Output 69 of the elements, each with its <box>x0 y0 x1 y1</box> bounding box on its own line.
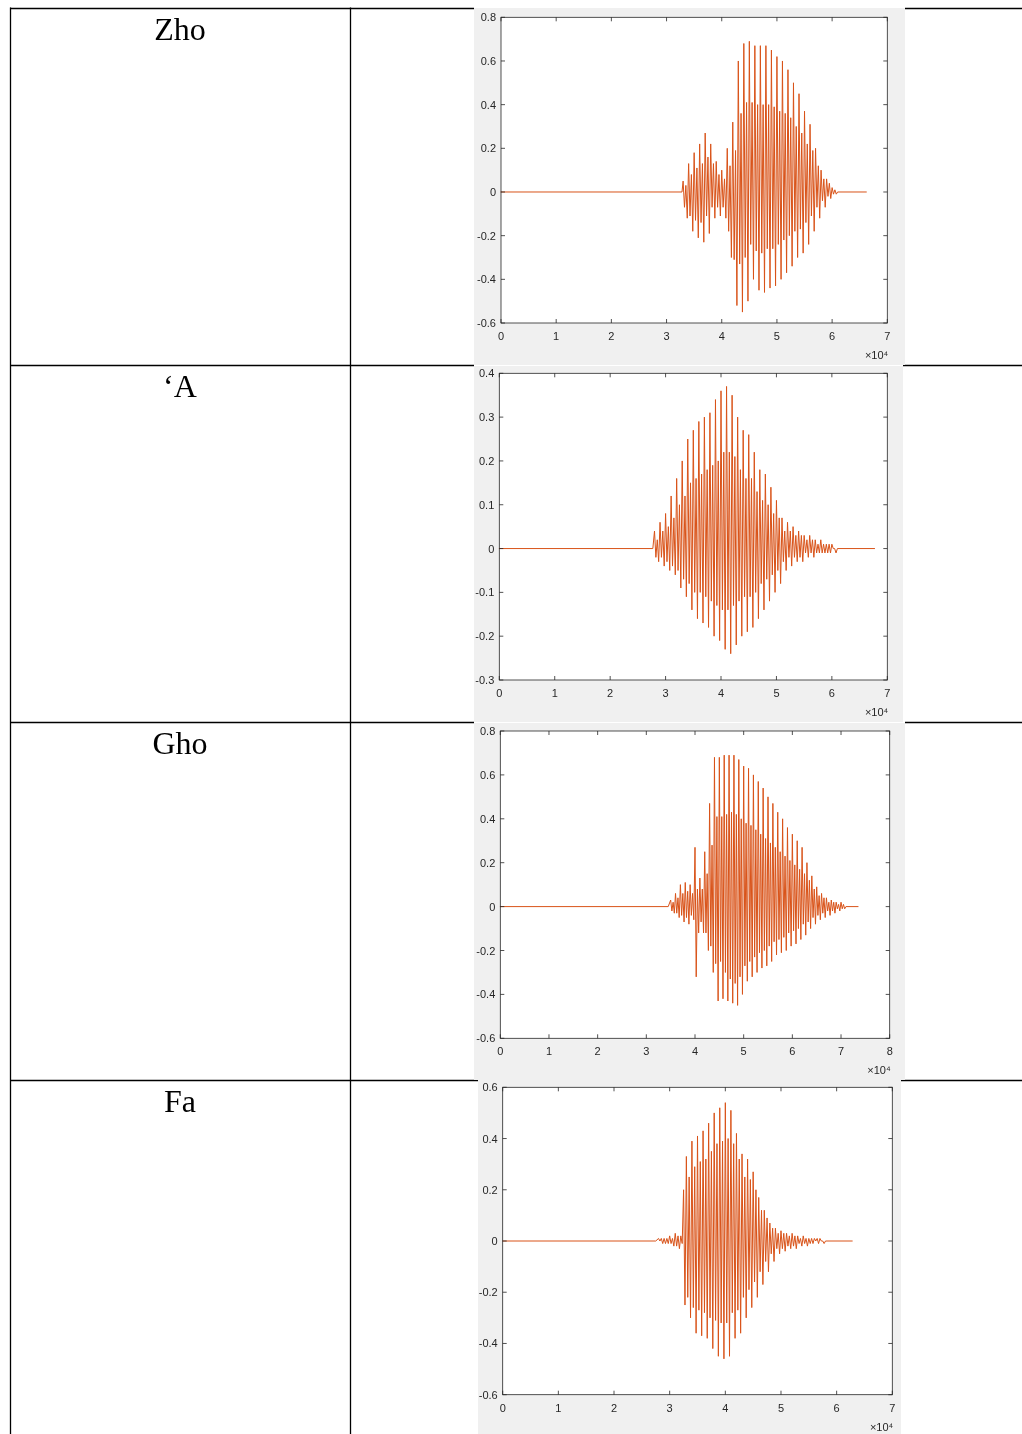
y-tick-label: -0.4 <box>477 273 496 286</box>
text: ×10⁴ <box>867 1064 891 1077</box>
x-tick-label: 4 <box>718 330 725 342</box>
y-tick-label: -0.1 <box>475 586 495 599</box>
x-tick-label: 1 <box>551 687 558 699</box>
y-tick-label: -0.6 <box>476 1032 496 1045</box>
text: ‘A <box>163 367 197 404</box>
y-tick-label: -0.2 <box>476 944 496 957</box>
x-tick-label: 5 <box>777 1401 785 1414</box>
x-tick-label: 2 <box>608 330 615 342</box>
x-tick-label: 7 <box>889 1401 896 1414</box>
x-tick-label: 5 <box>773 330 780 342</box>
x-tick-label: 6 <box>829 330 836 342</box>
y-tick-label: 0 <box>488 542 495 555</box>
x-tick-label: 6 <box>828 687 835 699</box>
x-tick-label: 4 <box>717 687 725 699</box>
y-tick-label: 0.2 <box>480 856 496 869</box>
y-tick-label: -0.4 <box>478 1337 498 1350</box>
text: Gho <box>152 724 208 761</box>
x-tick-label: 7 <box>884 330 891 342</box>
x-tick-label: 1 <box>545 1045 553 1058</box>
y-tick-label: 0.2 <box>480 142 496 155</box>
y-tick-label: 0.8 <box>480 725 496 737</box>
y-tick-label: 0 <box>491 1235 498 1247</box>
x-tick-label: 7 <box>837 1045 845 1058</box>
y-tick-label: 0.6 <box>480 54 496 67</box>
text: Zho <box>154 10 206 47</box>
x-tick-label: 5 <box>740 1045 747 1058</box>
x-tick-label: 8 <box>886 1045 893 1058</box>
y-tick-label: 0.6 <box>480 768 496 781</box>
y-tick-label: 0 <box>489 185 496 198</box>
x-tick-label: 1 <box>555 1401 562 1414</box>
y-tick-label: -0.3 <box>475 674 495 686</box>
y-tick-label: -0.2 <box>477 229 496 242</box>
x-tick-label: 2 <box>594 1045 601 1058</box>
y-tick-label: 0.4 <box>480 98 496 111</box>
y-tick-label: 0.4 <box>482 1132 498 1145</box>
y-tick-label: 0.6 <box>482 1081 498 1094</box>
x-tick-label: 0 <box>499 1401 506 1414</box>
x-tick-label: 6 <box>833 1401 840 1414</box>
text: ×10⁴ <box>869 1420 894 1433</box>
x-tick-label: 4 <box>722 1401 729 1414</box>
y-tick-label: 0 <box>489 900 496 913</box>
x-tick-label: 2 <box>610 1401 618 1414</box>
text: ×10⁴ <box>864 706 889 718</box>
x-tick-label: 3 <box>643 1045 650 1058</box>
y-tick-label: 0.1 <box>479 498 495 511</box>
y-tick-label: 0.2 <box>479 454 495 467</box>
y-tick-label: 0.4 <box>480 812 496 825</box>
y-tick-label: -0.6 <box>477 317 496 329</box>
x-tick-label: 3 <box>663 330 670 342</box>
y-tick-label: -0.6 <box>478 1388 498 1401</box>
text: ×10⁴ <box>864 349 889 361</box>
x-tick-label: 6 <box>789 1045 796 1058</box>
y-tick-label: -0.2 <box>478 1286 498 1299</box>
y-tick-label: 0.3 <box>479 411 495 424</box>
x-tick-label: 1 <box>553 330 560 342</box>
text: Fa <box>164 1082 196 1119</box>
x-tick-label: 3 <box>666 1401 673 1414</box>
y-tick-label: -0.4 <box>476 988 496 1001</box>
x-tick-label: 4 <box>691 1045 699 1058</box>
y-tick-label: 0.2 <box>482 1183 498 1196</box>
x-tick-label: 3 <box>662 687 669 699</box>
y-tick-label: 0.8 <box>480 11 496 24</box>
x-tick-label: 2 <box>607 687 614 699</box>
y-tick-label: -0.2 <box>475 630 495 643</box>
x-tick-label: 7 <box>884 687 891 699</box>
x-tick-label: 5 <box>773 687 780 699</box>
y-tick-label: 0.4 <box>479 367 495 380</box>
